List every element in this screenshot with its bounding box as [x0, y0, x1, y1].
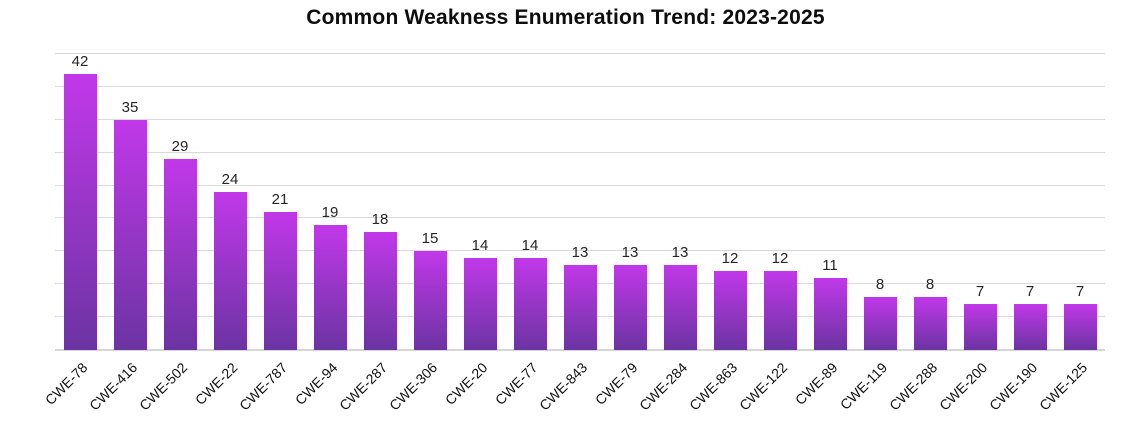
bar-cell: 13 CWE-284 [636, 54, 705, 414]
bar-value-label: 19 [321, 204, 339, 222]
chart-title: Common Weakness Enumeration Trend: 2023-… [306, 6, 825, 29]
gridline [55, 118, 1105, 120]
gridline [55, 53, 1105, 54]
bar-value-label: 11 [822, 256, 838, 274]
bar-cell: 12 CWE-122 [736, 54, 805, 414]
bar-value-label: 21 [271, 190, 289, 208]
x-axis-tick-label: CWE-287 [336, 359, 391, 414]
x-axis-tick-label: CWE-288 [886, 359, 941, 414]
bar-cell: 18 CWE-287 [336, 54, 405, 414]
bar-cell: 42 CWE-78 [42, 53, 105, 408]
x-axis-line [55, 349, 1105, 351]
bar [263, 211, 297, 350]
bar-value-label: 29 [171, 138, 189, 156]
bar [963, 303, 997, 350]
bar [1013, 303, 1047, 350]
x-axis-tick-label: CWE-94 [291, 359, 341, 409]
bar-value-label: 15 [421, 230, 439, 248]
bar-value-label: 13 [621, 243, 639, 261]
bar-cell: 19 CWE-94 [292, 54, 355, 408]
bar [1063, 303, 1097, 350]
x-axis-tick-label: CWE-79 [591, 359, 641, 409]
bar-value-label: 24 [221, 171, 239, 189]
gridline [55, 217, 1105, 219]
bar-value-label: 7 [975, 282, 985, 300]
bar-cell: 21 CWE-787 [236, 54, 305, 414]
bar-value-label: 7 [1025, 282, 1035, 300]
bar-cell: 29 CWE-502 [136, 54, 205, 414]
x-axis-tick-label: CWE-787 [236, 359, 291, 414]
bar-value-label: 35 [121, 98, 139, 116]
x-axis-tick-label: CWE-125 [1036, 359, 1091, 414]
bar-cell: 14 CWE-77 [492, 54, 555, 408]
bar [363, 231, 397, 350]
bar [63, 74, 97, 350]
x-axis-tick-label: CWE-863 [686, 359, 741, 414]
bar [313, 225, 347, 350]
bar-cell: 7 CWE-190 [986, 54, 1055, 414]
x-axis-tick-label: CWE-20 [441, 359, 491, 409]
bar-value-label: 42 [71, 53, 89, 70]
x-axis-tick-label: CWE-22 [191, 359, 241, 409]
bar [713, 271, 747, 350]
x-axis-tick-label: CWE-89 [791, 359, 841, 409]
gridline [55, 85, 1105, 87]
gridline [55, 250, 1105, 252]
bar-value-label: 7 [1075, 282, 1085, 300]
x-axis-tick-label: CWE-77 [491, 359, 541, 409]
bar-value-label: 14 [471, 236, 489, 254]
bar-cell: 13 CWE-843 [536, 54, 605, 414]
bar-value-label: 18 [371, 210, 389, 228]
bar [613, 264, 647, 350]
x-axis-tick-label: CWE-119 [837, 359, 891, 413]
bar [163, 159, 197, 350]
bar-cell: 14 CWE-20 [442, 54, 505, 408]
bars-row: 42 CWE-78 35 CWE-416 29 CWE-502 24 CWE-22 21 CWE-… [42, 53, 1105, 414]
plot-area: 42 CWE-78 35 CWE-416 29 CWE-502 24 CWE-22 21 CWE-… [42, 53, 1105, 414]
bar-cell: 13 CWE-79 [592, 54, 655, 408]
bar-cell: 8 CWE-119 [837, 54, 905, 413]
bar-cell: 11 CWE-89 [792, 54, 855, 408]
bar [463, 257, 497, 350]
bar [113, 119, 147, 350]
bar-cell: 15 CWE-306 [386, 54, 455, 414]
bar-value-label: 8 [875, 276, 885, 294]
bar-cell: 24 CWE-22 [192, 54, 255, 408]
bar [563, 264, 597, 350]
gridline [55, 184, 1105, 186]
bar [213, 192, 247, 350]
bar [913, 297, 947, 350]
bar [813, 277, 847, 350]
x-axis-tick-label: CWE-416 [86, 359, 141, 414]
bar-cell: 35 CWE-416 [86, 54, 155, 414]
gridline [55, 151, 1105, 153]
bar [763, 271, 797, 350]
bar [863, 297, 897, 350]
x-axis-tick-label: CWE-122 [736, 359, 791, 414]
x-axis-tick-label: CWE-200 [936, 359, 991, 414]
x-axis-tick-label: CWE-78 [41, 359, 91, 409]
bar-value-label: 12 [721, 250, 739, 268]
x-axis-tick-label: CWE-284 [636, 359, 691, 414]
bar-cell: 8 CWE-288 [886, 54, 955, 414]
x-axis-tick-label: CWE-843 [536, 359, 591, 414]
bar-cell: 7 CWE-125 [1036, 54, 1105, 414]
bar [413, 251, 447, 350]
bar-value-label: 12 [771, 250, 789, 268]
bar-cell: 12 CWE-863 [686, 54, 755, 414]
bar [663, 264, 697, 350]
bar-value-label: 14 [521, 236, 539, 254]
bar-value-label: 13 [571, 243, 589, 261]
x-axis-tick-label: CWE-306 [386, 359, 441, 414]
x-axis-tick-label: CWE-502 [136, 359, 191, 414]
bar-cell: 7 CWE-200 [936, 54, 1005, 414]
bar-value-label: 8 [925, 276, 935, 294]
x-axis-tick-label: CWE-190 [986, 359, 1041, 414]
bar [513, 257, 547, 350]
bar-value-label: 13 [671, 243, 689, 261]
